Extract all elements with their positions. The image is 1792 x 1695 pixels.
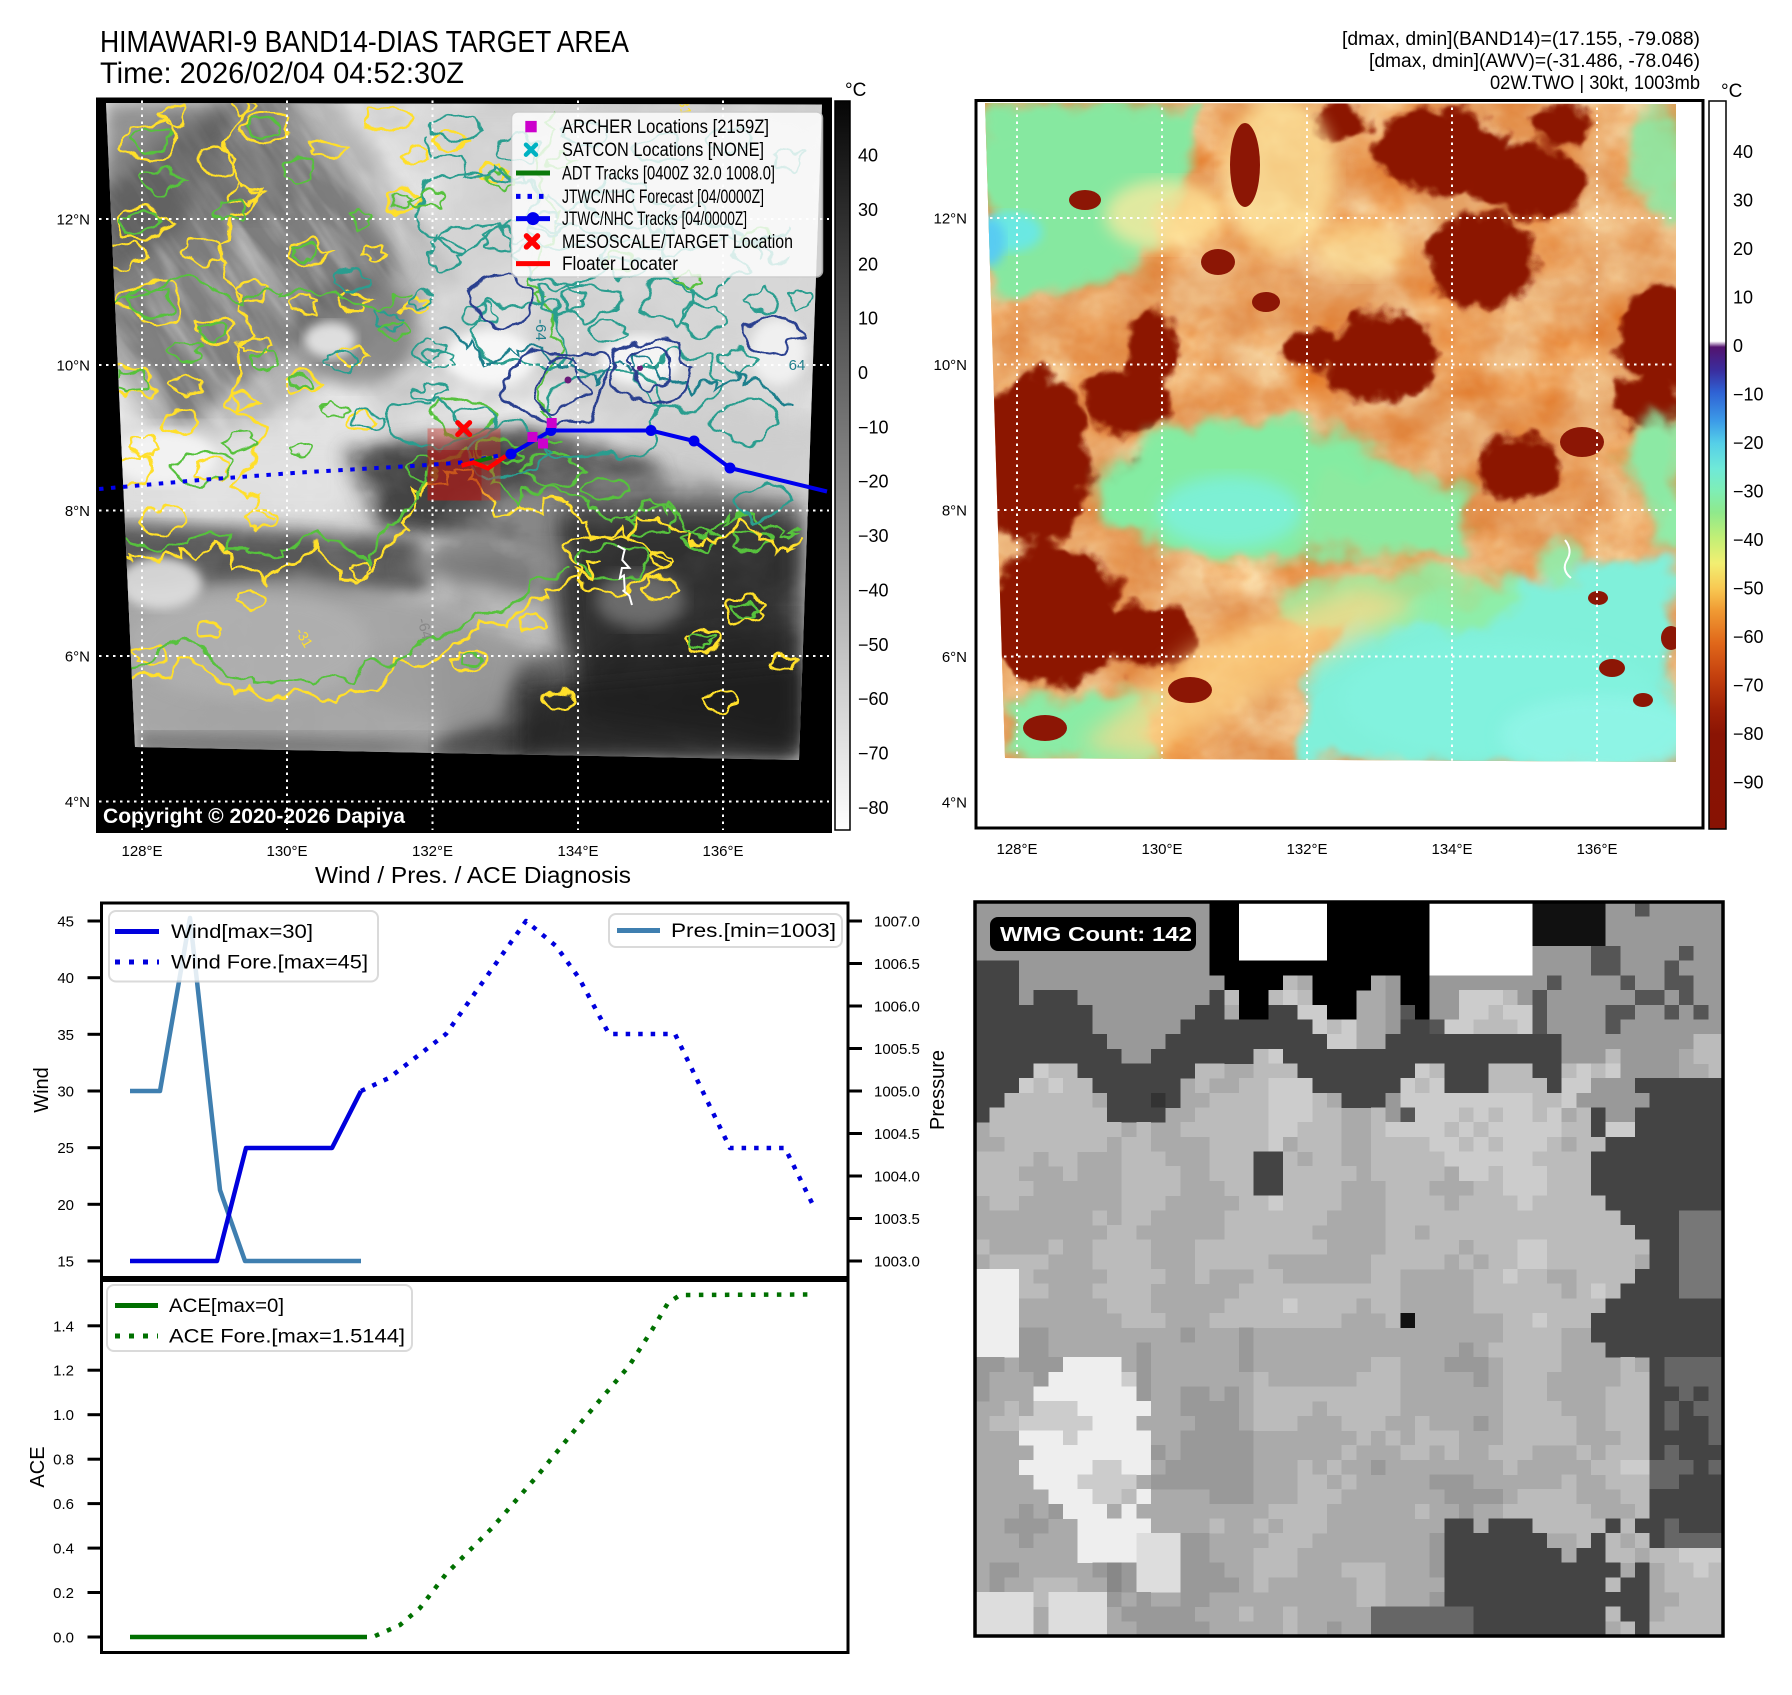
svg-text:0.8: 0.8: [53, 1452, 74, 1469]
svg-text:20: 20: [858, 254, 878, 274]
svg-text:134°E: 134°E: [557, 843, 598, 860]
svg-text:Pres.[min=1003]: Pres.[min=1003]: [671, 921, 836, 942]
svg-text:−30: −30: [1733, 482, 1764, 502]
svg-text:-64: -64: [413, 616, 435, 641]
svg-text:−80: −80: [858, 798, 889, 818]
svg-text:Pressure: Pressure: [927, 1050, 949, 1130]
svg-text:134°E: 134°E: [1431, 841, 1472, 858]
svg-text:136°E: 136°E: [1576, 841, 1617, 858]
svg-text:1006.0: 1006.0: [874, 999, 920, 1016]
svg-text:Wind Fore.[max=45]: Wind Fore.[max=45]: [171, 953, 368, 974]
svg-text:1004.0: 1004.0: [874, 1169, 920, 1186]
svg-text:30: 30: [57, 1084, 74, 1101]
svg-text:0.0: 0.0: [53, 1630, 74, 1647]
svg-text:1006.5: 1006.5: [874, 956, 920, 973]
svg-text:30: 30: [1733, 191, 1753, 211]
svg-text:6°N: 6°N: [65, 649, 90, 666]
svg-text:−70: −70: [858, 744, 889, 764]
svg-text:10°N: 10°N: [933, 357, 967, 374]
svg-text:−60: −60: [858, 689, 889, 709]
svg-text:SATCON Locations [NONE]: SATCON Locations [NONE]: [562, 140, 764, 161]
svg-text:12°N: 12°N: [56, 212, 90, 229]
svg-text:−80: −80: [1733, 724, 1764, 744]
svg-text:1003.0: 1003.0: [874, 1254, 920, 1271]
svg-text:1003.5: 1003.5: [874, 1211, 920, 1228]
svg-text:128°E: 128°E: [996, 841, 1037, 858]
svg-text:ARCHER Locations [2159Z]: ARCHER Locations [2159Z]: [562, 117, 769, 138]
svg-text:8°N: 8°N: [942, 503, 967, 520]
svg-text:Wind: Wind: [31, 1067, 53, 1113]
svg-text:02W.TWO | 30kt, 1003mb: 02W.TWO | 30kt, 1003mb: [1490, 73, 1700, 94]
svg-text:Wind[max=30]: Wind[max=30]: [171, 922, 313, 943]
svg-text:Copyright © 2020-2026 Dapiya: Copyright © 2020-2026 Dapiya: [103, 804, 406, 828]
svg-text:45: 45: [57, 914, 74, 931]
svg-text:−90: −90: [1733, 773, 1764, 793]
svg-text:−10: −10: [858, 417, 889, 437]
svg-text:130°E: 130°E: [1141, 841, 1182, 858]
svg-text:0: 0: [858, 363, 868, 383]
svg-text:15: 15: [57, 1254, 74, 1271]
svg-text:1005.0: 1005.0: [874, 1084, 920, 1101]
svg-text:ADT Tracks [0400Z 32.0 1008.0]: ADT Tracks [0400Z 32.0 1008.0]: [562, 164, 775, 185]
svg-text:−30: −30: [858, 526, 889, 546]
svg-text:ACE[max=0]: ACE[max=0]: [169, 1296, 284, 1317]
svg-text:132°E: 132°E: [1286, 841, 1327, 858]
svg-text:1007.0: 1007.0: [874, 914, 920, 931]
svg-text:1004.5: 1004.5: [874, 1126, 920, 1143]
svg-text:JTWC/NHC Forecast [04/0000Z]: JTWC/NHC Forecast [04/0000Z]: [562, 187, 764, 208]
svg-text:Time: 2026/02/04 04:52:30Z: Time: 2026/02/04 04:52:30Z: [100, 57, 464, 90]
svg-text:−50: −50: [1733, 579, 1764, 599]
svg-text:°C: °C: [1721, 81, 1742, 102]
svg-text:−20: −20: [1733, 433, 1764, 453]
svg-text:−40: −40: [858, 580, 889, 600]
svg-text:−70: −70: [1733, 676, 1764, 696]
svg-text:12°N: 12°N: [933, 211, 967, 228]
svg-text:Floater Locater: Floater Locater: [562, 254, 679, 275]
svg-text:20: 20: [57, 1197, 74, 1214]
svg-text:0.2: 0.2: [53, 1585, 74, 1602]
svg-text:ACE: ACE: [27, 1446, 49, 1487]
svg-text:0.4: 0.4: [53, 1541, 74, 1558]
svg-text:MESOSCALE/TARGET Location: MESOSCALE/TARGET Location: [562, 232, 793, 253]
svg-text:20: 20: [1733, 239, 1753, 259]
svg-text:−10: −10: [1733, 385, 1764, 405]
svg-text:130°E: 130°E: [266, 843, 307, 860]
svg-text:−20: −20: [858, 472, 889, 492]
svg-text:40: 40: [1733, 142, 1753, 162]
svg-text:[dmax, dmin](BAND14)=(17.155,: [dmax, dmin](BAND14)=(17.155, -79.088): [1342, 29, 1700, 50]
svg-text:0: 0: [1733, 336, 1743, 356]
svg-text:35: 35: [57, 1027, 74, 1044]
svg-text:1.4: 1.4: [53, 1318, 74, 1335]
svg-text:-64: -64: [532, 319, 549, 341]
svg-text:6°N: 6°N: [942, 649, 967, 666]
svg-text:[dmax, dmin](AWV)=(-31.486, -7: [dmax, dmin](AWV)=(-31.486, -78.046): [1369, 51, 1700, 72]
svg-text:8°N: 8°N: [65, 503, 90, 520]
svg-text:0.6: 0.6: [53, 1496, 74, 1513]
svg-text:10: 10: [1733, 288, 1753, 308]
svg-text:4°N: 4°N: [65, 794, 90, 811]
svg-text:132°E: 132°E: [412, 843, 453, 860]
svg-text:40: 40: [858, 146, 878, 166]
svg-text:136°E: 136°E: [702, 843, 743, 860]
svg-text:−40: −40: [1733, 530, 1764, 550]
svg-text:−60: −60: [1733, 627, 1764, 647]
svg-text:4°N: 4°N: [942, 795, 967, 812]
svg-text:1005.5: 1005.5: [874, 1041, 920, 1058]
svg-text:10: 10: [858, 309, 878, 329]
svg-text:Wind / Pres. / ACE Diagnosis: Wind / Pres. / ACE Diagnosis: [315, 862, 631, 888]
svg-text:−50: −50: [858, 635, 889, 655]
svg-text:1.0: 1.0: [53, 1407, 74, 1424]
svg-text:1.2: 1.2: [53, 1363, 74, 1380]
svg-text:ACE Fore.[max=1.5144]: ACE Fore.[max=1.5144]: [169, 1327, 405, 1348]
svg-text:40: 40: [57, 970, 74, 987]
svg-text:10°N: 10°N: [56, 358, 90, 375]
svg-text:JTWC/NHC Tracks [04/0000Z]: JTWC/NHC Tracks [04/0000Z]: [562, 209, 747, 230]
svg-text:HIMAWARI-9 BAND14-DIAS TARGET: HIMAWARI-9 BAND14-DIAS TARGET AREA: [100, 24, 629, 59]
svg-text:25: 25: [57, 1140, 74, 1157]
svg-text:128°E: 128°E: [121, 843, 162, 860]
svg-text:64: 64: [789, 357, 806, 374]
svg-text:°C: °C: [845, 80, 866, 101]
svg-text:30: 30: [858, 200, 878, 220]
svg-text:WMG Count: 142: WMG Count: 142: [1000, 924, 1192, 946]
